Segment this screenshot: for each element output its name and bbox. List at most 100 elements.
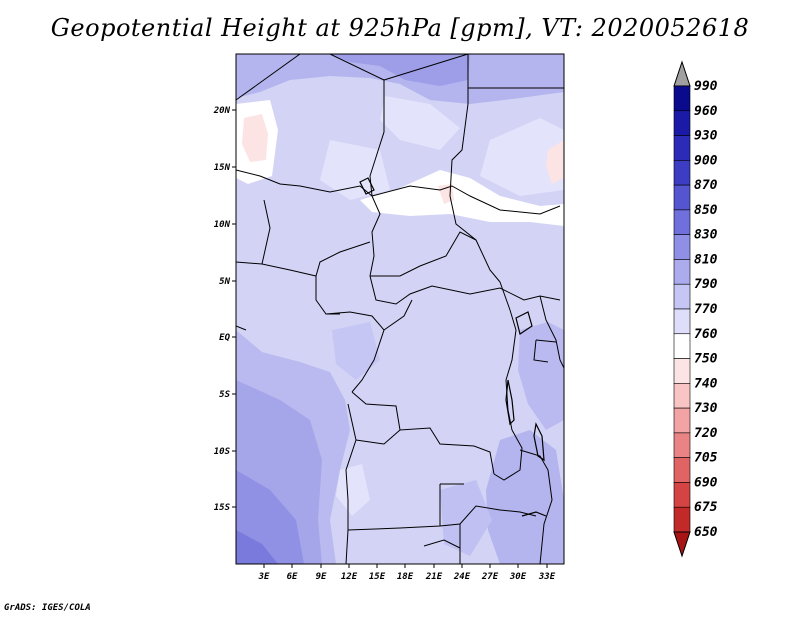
map-frame [235, 53, 565, 565]
lake-malawi-shape [533, 422, 545, 462]
border-line [236, 325, 247, 331]
colorbar-label: 675 [694, 500, 718, 515]
height-fill-770-namibia [336, 464, 370, 516]
colorbar-labels: 990 960 930 900 870 850 830 810 790 770 760 750 740 7… [694, 79, 718, 540]
latitude-labels: 20N 15N 10N 5N EQ 5S 10S 15S [213, 106, 231, 513]
colorbar-label: 870 [694, 178, 718, 193]
colorbar-label: 850 [694, 203, 718, 218]
border-line [439, 483, 464, 526]
height-fill-810-east [518, 322, 564, 430]
colorbar-block [673, 110, 691, 136]
border-line [315, 276, 340, 315]
lon-label: 30E [509, 572, 527, 582]
colorbar-block [673, 259, 691, 285]
colorbar-label: 690 [694, 475, 718, 490]
border-line [369, 195, 381, 277]
lon-label: 27E [481, 572, 499, 582]
border-line [355, 429, 401, 445]
colorbar-label: 760 [694, 327, 718, 342]
colorbar: 990 960 930 900 870 850 830 810 790 770 760 750 740 7… [673, 60, 718, 558]
map-plot-area [236, 54, 564, 564]
height-fill-810-southeast [486, 430, 564, 564]
colorbar-block [673, 283, 691, 310]
border-line [383, 299, 413, 331]
colorbar-block [673, 333, 691, 359]
lake-kariba-shape [521, 511, 547, 517]
height-fill-770-a [380, 96, 460, 150]
border-line [236, 54, 301, 101]
border-line [519, 449, 553, 564]
lat-label: EQ [219, 333, 230, 343]
border-line [539, 295, 564, 369]
colorbar-label: 810 [694, 252, 718, 267]
border-line [351, 391, 495, 475]
border-line [533, 339, 557, 363]
colorbar-label: 900 [694, 153, 718, 168]
lat-label: 15N [214, 163, 231, 173]
height-fill-770-b [480, 118, 564, 196]
border-line [383, 54, 469, 197]
lat-label: 5S [219, 390, 230, 400]
border-line [370, 231, 477, 277]
colorbar-label: 960 [694, 104, 718, 119]
colorbar-block [673, 85, 691, 112]
lon-label: 24E [453, 572, 471, 582]
lon-label: 3E [258, 572, 270, 582]
colorbar-label: 650 [694, 525, 718, 540]
lake-victoria-shape [515, 311, 533, 335]
colorbar-label: 720 [694, 426, 718, 441]
colorbar-block [673, 506, 691, 533]
colorbar-block [673, 457, 691, 483]
lon-label: 9E [316, 572, 327, 582]
colorbar-block [673, 184, 691, 211]
height-fill-790-gabon [332, 322, 380, 380]
lon-label: 21E [425, 572, 443, 582]
colorbar-label: 790 [694, 277, 718, 292]
colorbar-label: 740 [694, 376, 718, 391]
border-line [493, 429, 523, 481]
lake-tanganyika-shape [505, 379, 515, 426]
colorbar-max-arrow [673, 60, 691, 87]
colorbar-label: 930 [694, 129, 718, 144]
colorbar-label: 730 [694, 401, 718, 416]
axis-ticks [232, 109, 548, 568]
lake-chad-shape [359, 177, 375, 195]
border-line [369, 275, 561, 305]
height-fill-750-east [546, 140, 564, 184]
longitude-labels: 3E 6E 9E 12E 15E 18E 21E 24E 27E 30E 33E [258, 572, 556, 582]
border-line [261, 199, 371, 277]
colorbar-block [673, 383, 691, 409]
border-line [499, 509, 537, 517]
lon-label: 15E [369, 572, 386, 582]
lat-label: 15S [214, 503, 231, 513]
chart-title: Geopotential Height at 925hPa [gpm], VT:… [50, 14, 750, 42]
border-line [236, 169, 373, 197]
lat-label: 20N [213, 106, 231, 116]
border-line [347, 505, 501, 531]
colorbar-block [673, 308, 691, 335]
colorbar-blocks [673, 85, 691, 533]
lakes [359, 177, 547, 517]
lon-label: 6E [287, 572, 298, 582]
colorbar-block [673, 209, 691, 235]
colorbar-block [673, 407, 691, 434]
lat-label: 10N [214, 220, 231, 230]
height-fill-770-c [320, 140, 390, 200]
colorbar-label: 770 [694, 302, 718, 317]
height-fill-810-north [236, 54, 564, 104]
height-fill-760-band [360, 170, 564, 226]
colorbar-block [673, 160, 691, 186]
height-fill-870-ocean [236, 530, 278, 564]
colorbar-block [673, 432, 691, 458]
lat-label: 10S [214, 447, 231, 457]
border-line [423, 524, 461, 564]
border-line [371, 185, 561, 215]
lon-label: 18E [397, 572, 414, 582]
colorbar-block [673, 358, 691, 384]
colorbar-block [673, 135, 691, 161]
colorbar-label: 830 [694, 228, 718, 243]
colorbar-label: 705 [694, 451, 718, 466]
height-fill-750-west [242, 114, 268, 162]
colorbar-block [673, 234, 691, 260]
